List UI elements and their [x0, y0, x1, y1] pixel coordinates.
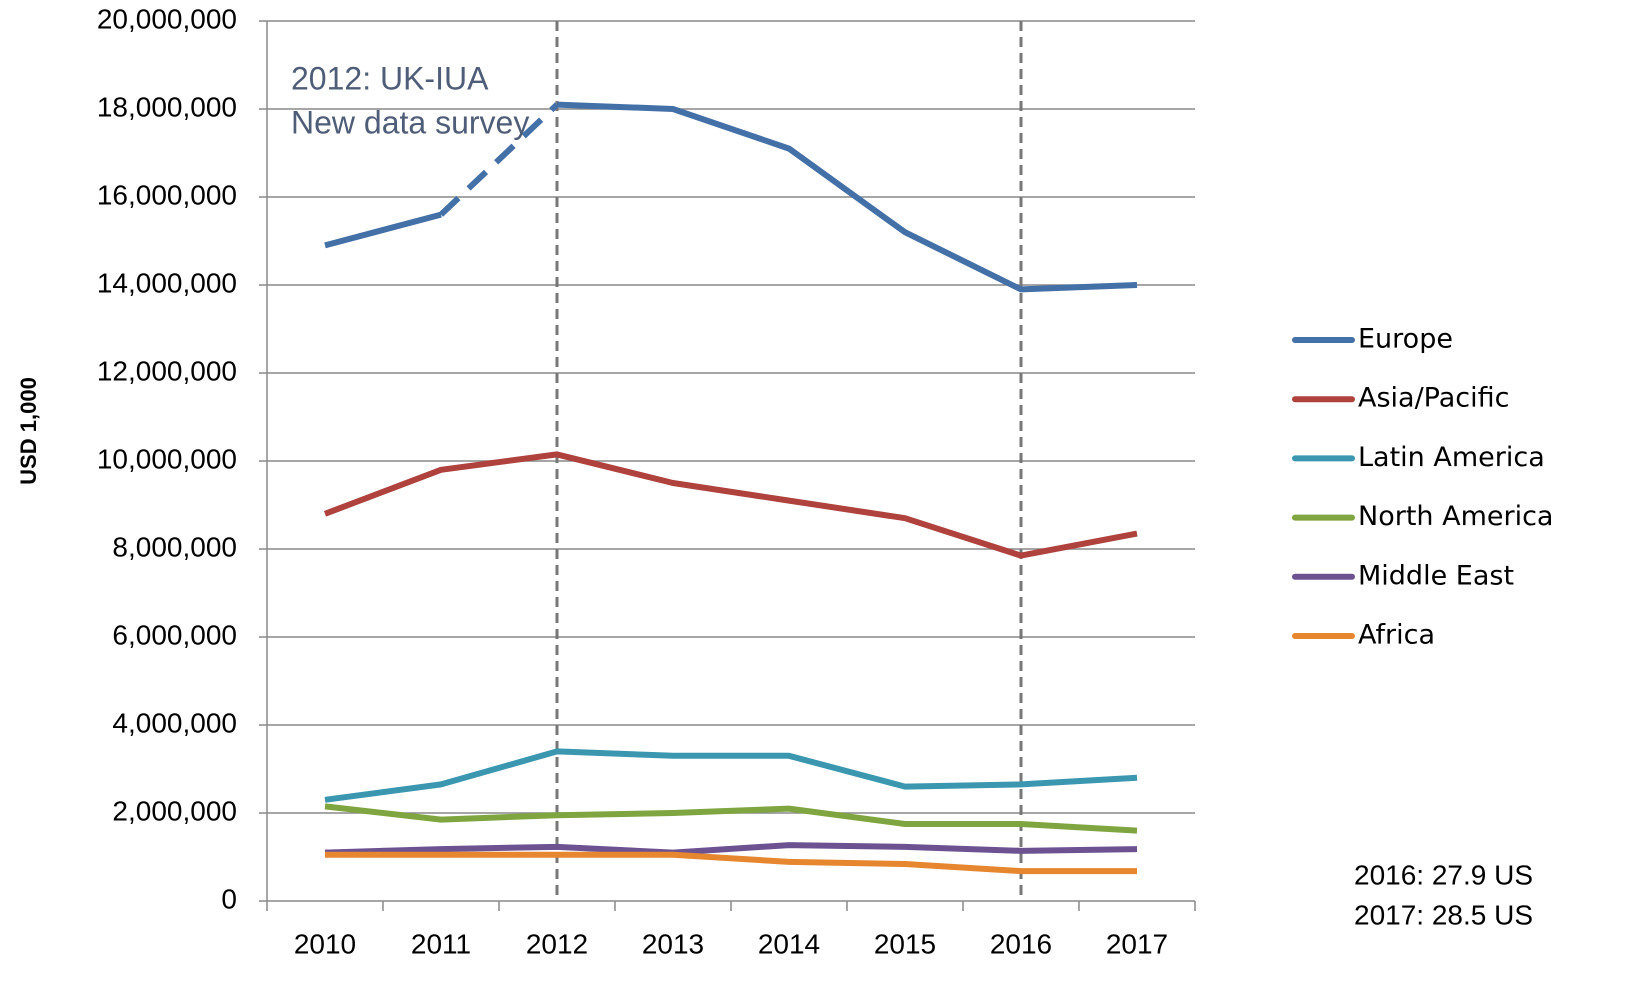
note: 2016: 27.9 US [1354, 859, 1533, 890]
series-line [556, 101, 1138, 293]
y-axis-label: USD 1,000 [16, 377, 41, 485]
legend-label: Europe [1358, 324, 1453, 355]
y-tick-label: 16,000,000 [97, 179, 237, 210]
y-tick-label: 6,000,000 [112, 619, 237, 650]
series-line [324, 748, 1138, 803]
y-tick-label: 20,000,000 [97, 3, 237, 34]
legend-label: Africa [1358, 620, 1435, 651]
x-tick-label: 2013 [642, 928, 704, 959]
x-tick-label: 2010 [294, 928, 356, 959]
series-line-dashed [438, 102, 560, 217]
x-tick-label: 2015 [874, 928, 936, 959]
series-line [324, 803, 1138, 834]
y-tick-label: 4,000,000 [112, 707, 237, 738]
x-tick-label: 2017 [1106, 928, 1168, 959]
legend-label: Latin America [1358, 442, 1545, 473]
annotation: New data survey [291, 104, 529, 140]
legend-label: North America [1358, 501, 1553, 532]
y-tick-label: 14,000,000 [97, 267, 237, 298]
note: 2017: 28.5 US [1354, 899, 1533, 930]
x-tick-label: 2014 [758, 928, 820, 959]
legend-label: Asia/Pacific [1358, 383, 1510, 414]
annotation: 2012: UK-IUA [291, 60, 489, 96]
x-tick-label: 2011 [411, 928, 471, 959]
x-tick-label: 2012 [526, 928, 588, 959]
series-line [325, 851, 1137, 875]
series-line [324, 842, 1138, 856]
legend-label: Middle East [1358, 560, 1514, 591]
y-tick-label: 0 [221, 883, 237, 914]
y-tick-label: 12,000,000 [97, 355, 237, 386]
y-tick-label: 8,000,000 [112, 531, 237, 562]
x-tick-label: 2016 [990, 928, 1052, 959]
series-line [323, 451, 1138, 559]
y-tick-label: 18,000,000 [97, 91, 237, 122]
y-tick-label: 2,000,000 [112, 795, 237, 826]
y-tick-label: 10,000,000 [97, 443, 237, 474]
series-line [324, 211, 442, 249]
